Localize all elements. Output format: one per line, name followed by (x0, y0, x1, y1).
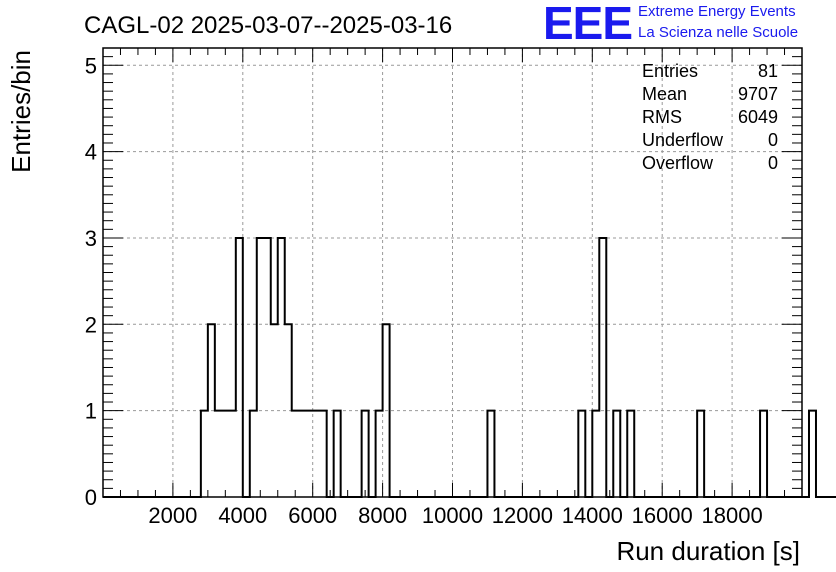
y-tick-label: 2 (85, 312, 97, 337)
x-tick-label: 18000 (702, 503, 763, 528)
logo-line-1: Extreme Energy Events (638, 3, 796, 20)
stats-value: 6049 (738, 107, 778, 127)
stats-value: 0 (768, 153, 778, 173)
x-tick-label: 2000 (148, 503, 197, 528)
histogram-bars (103, 236, 836, 498)
x-tick-label: 14000 (562, 503, 623, 528)
stats-label: Overflow (642, 153, 714, 173)
x-tick-label: 12000 (492, 503, 553, 528)
y-tick-label: 4 (85, 140, 97, 165)
x-tick-label: 4000 (218, 503, 267, 528)
y-tick-label: 0 (85, 485, 97, 510)
y-tick-label: 1 (85, 399, 97, 424)
y-tick-label: 5 (85, 53, 97, 78)
stats-value: 81 (758, 61, 778, 81)
x-tick-label: 8000 (358, 503, 407, 528)
histogram-outline (103, 236, 836, 498)
eee-logo: EEE (543, 0, 633, 49)
tick-labels: 2000 4000 6000 8000 10000 12000 14000 16000 1800… (85, 53, 763, 528)
y-tick-label: 3 (85, 226, 97, 251)
stats-label: Underflow (642, 130, 724, 150)
axis-ticks (102, 47, 803, 498)
stats-label: Mean (642, 84, 687, 104)
x-tick-label: 6000 (288, 503, 337, 528)
x-tick-label: 16000 (632, 503, 693, 528)
stats-value: 0 (768, 130, 778, 150)
stats-label: Entries (642, 61, 698, 81)
grid-lines (103, 48, 802, 497)
logo-line-2: La Scienza nelle Scuole (638, 24, 799, 41)
y-axis-label: Entries/bin (6, 50, 36, 173)
chart-title: CAGL-02 2025-03-07--2025-03-16 (84, 12, 452, 39)
x-tick-label: 10000 (422, 503, 483, 528)
stats-box: Entries 81 Mean 9707 RMS 6049 Underflow 0 Overfl… (642, 61, 778, 173)
stats-label: RMS (642, 107, 682, 127)
stats-value: 9707 (738, 84, 778, 104)
x-axis-label: Run duration [s] (616, 536, 800, 566)
